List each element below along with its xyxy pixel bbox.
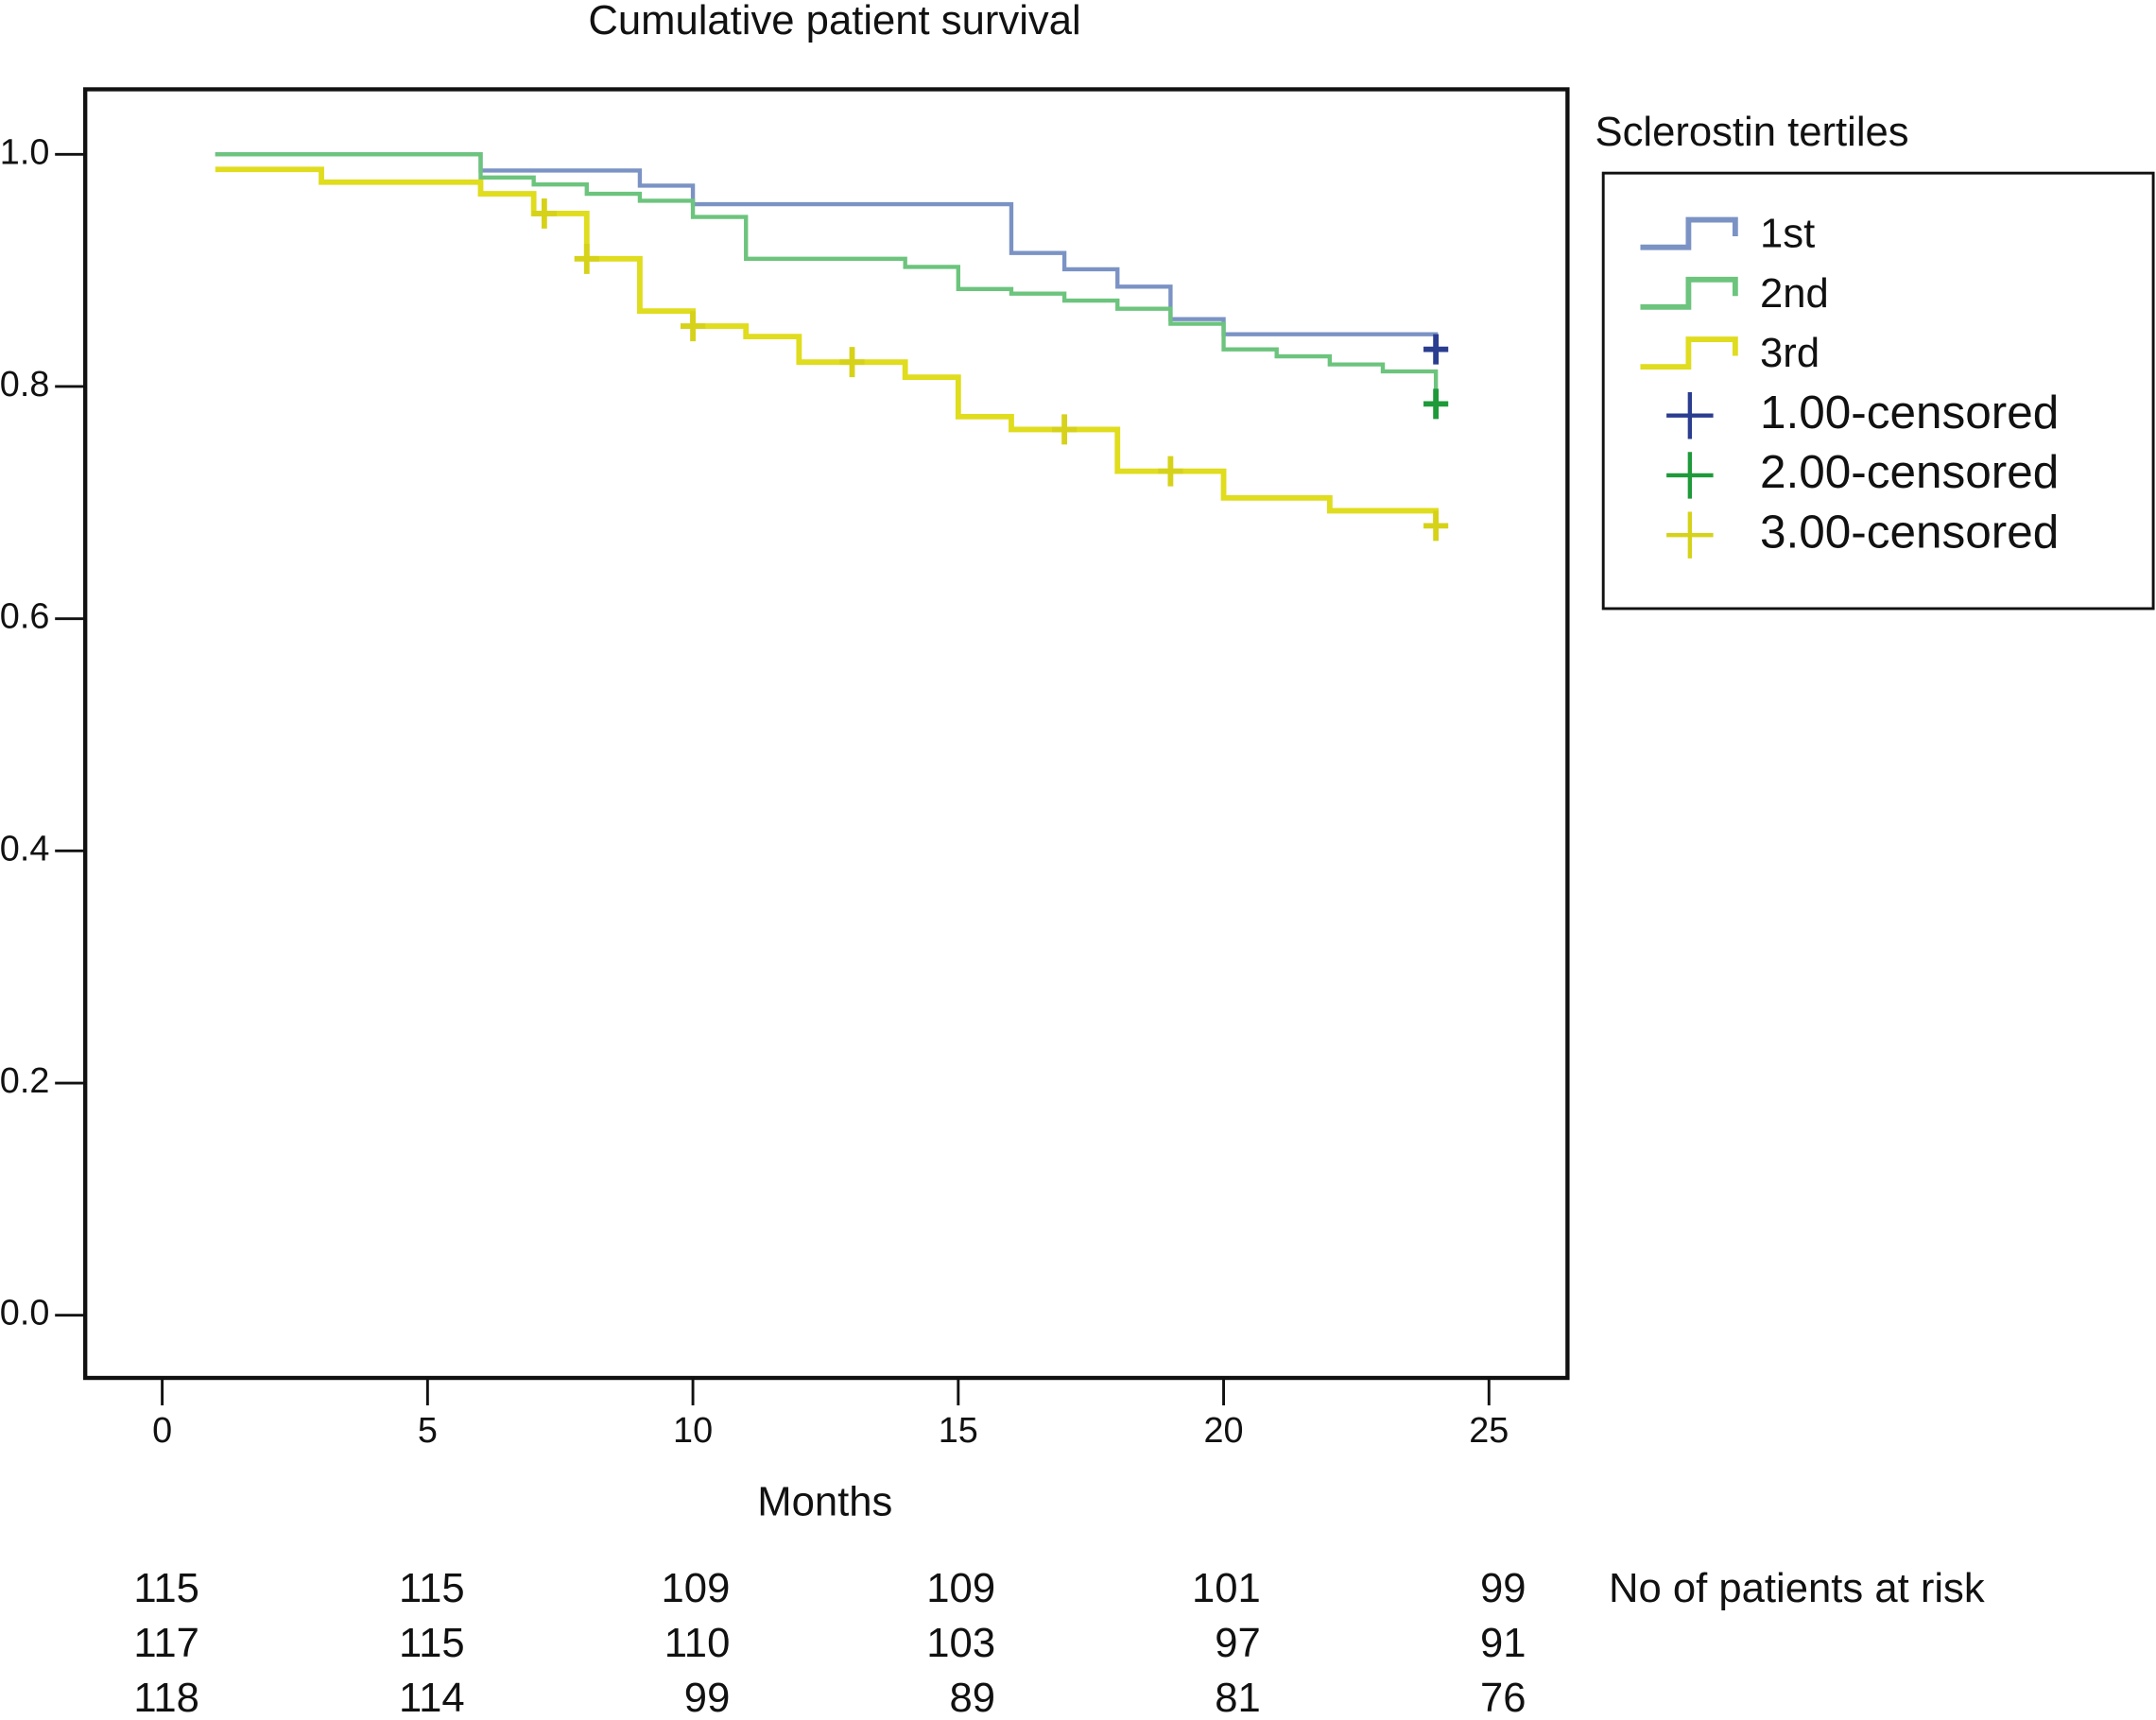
- legend-label: 1st: [1760, 212, 1815, 257]
- x-tick-label: 15: [939, 1411, 978, 1451]
- censor-mark: [1158, 456, 1183, 487]
- y-tick-label: 0.2: [0, 1061, 49, 1101]
- censor-mark: [839, 347, 865, 378]
- survival-curve: [215, 166, 1440, 526]
- y-tick-label: 0.6: [0, 597, 49, 637]
- legend-swatch: [1666, 392, 1714, 439]
- legend-swatch: [1640, 276, 1738, 310]
- censor-mark: [531, 198, 557, 229]
- survival-curve: [215, 152, 1439, 350]
- chart-title: Cumulative patient survival: [588, 0, 1080, 43]
- risk-count: 99: [1480, 1566, 1526, 1611]
- x-tick-label: 5: [418, 1411, 438, 1451]
- y-tick-label: 0.0: [0, 1294, 49, 1333]
- censor-mark: [574, 243, 599, 274]
- risk-count: 89: [950, 1676, 996, 1720]
- x-tick-label: 10: [673, 1411, 713, 1451]
- risk-count: 115: [399, 1566, 465, 1611]
- risk-count: 114: [399, 1676, 465, 1720]
- legend-swatch: [1640, 216, 1738, 250]
- legend-label: 3.00-censored: [1760, 506, 2059, 558]
- legend-label: 2nd: [1760, 271, 1829, 317]
- legend-label: 3rd: [1760, 331, 1820, 376]
- legend-label: 1.00-censored: [1760, 387, 2059, 439]
- censor-mark: [1423, 388, 1449, 420]
- risk-count: 118: [133, 1676, 199, 1720]
- risk-count: 109: [926, 1566, 995, 1611]
- survival-curve: [215, 152, 1439, 404]
- legend-label: 2.00-censored: [1760, 446, 2059, 498]
- risk-count: 103: [926, 1621, 995, 1666]
- censor-mark: [680, 311, 706, 342]
- risk-count: 91: [1480, 1621, 1526, 1666]
- risk-count: 115: [133, 1566, 199, 1611]
- x-axis-label: Months: [757, 1479, 892, 1524]
- legend-box: [1601, 171, 2155, 611]
- y-tick-label: 0.4: [0, 829, 49, 869]
- risk-count: 99: [684, 1676, 731, 1720]
- risk-table-label: No of patients at risk: [1609, 1566, 1985, 1611]
- risk-count: 109: [662, 1566, 731, 1611]
- legend-swatch: [1640, 336, 1738, 370]
- censor-mark: [1423, 510, 1449, 542]
- risk-count: 76: [1480, 1676, 1526, 1720]
- legend-title: Sclerostin tertiles: [1595, 110, 1908, 155]
- x-tick-label: 25: [1469, 1411, 1509, 1451]
- censor-mark: [1423, 334, 1449, 365]
- risk-count: 101: [1192, 1566, 1261, 1611]
- x-tick-label: 0: [152, 1411, 172, 1451]
- risk-count: 81: [1215, 1676, 1261, 1720]
- censor-mark: [1052, 414, 1078, 445]
- risk-count: 97: [1215, 1621, 1261, 1666]
- risk-count: 115: [399, 1621, 465, 1666]
- legend-swatch: [1666, 452, 1714, 499]
- risk-count: 117: [133, 1621, 199, 1666]
- risk-count: 110: [664, 1621, 731, 1666]
- y-tick-label: 1.0: [0, 132, 49, 172]
- legend-swatch: [1666, 511, 1714, 559]
- plot-frame: [83, 87, 1570, 1381]
- x-tick-label: 20: [1204, 1411, 1244, 1451]
- y-tick-label: 0.8: [0, 365, 49, 404]
